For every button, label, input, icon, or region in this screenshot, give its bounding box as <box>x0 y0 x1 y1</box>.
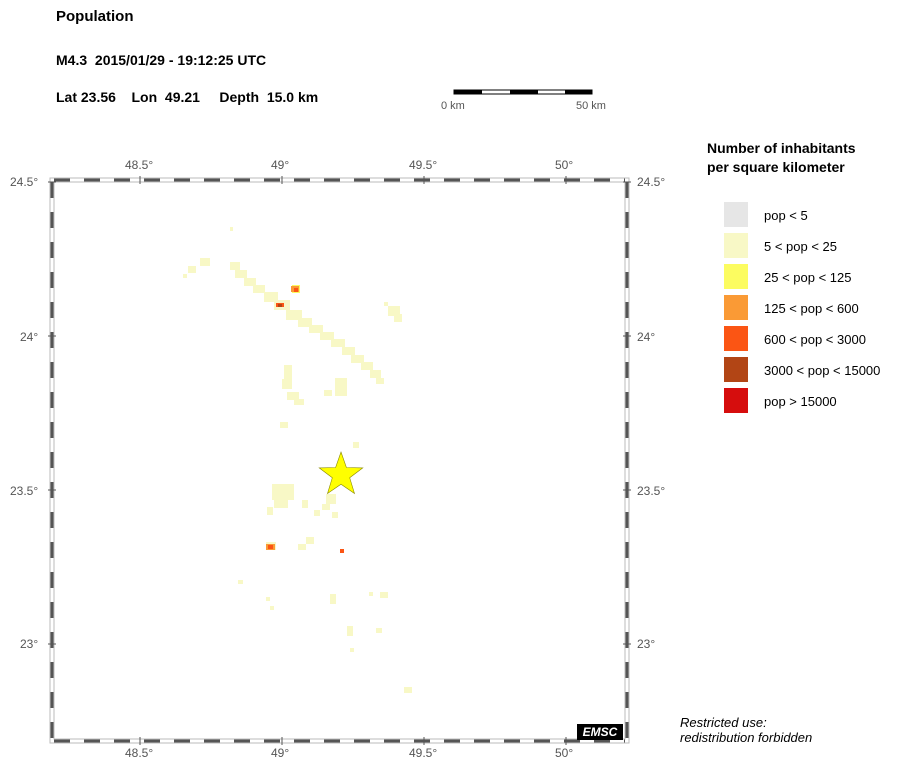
lat-tick-right: 23.5° <box>637 484 666 498</box>
legend-swatch <box>724 326 748 351</box>
lat-tick-right: 23° <box>637 637 656 651</box>
lat-tick-left: 24.5° <box>10 175 39 189</box>
lon-tick-bottom: 49.5° <box>409 746 438 760</box>
legend-label: pop < 5 <box>764 208 808 223</box>
restricted-line1: Restricted use: <box>680 715 767 730</box>
restricted-line2: redistribution forbidden <box>680 730 813 745</box>
legend-label: 125 < pop < 600 <box>764 301 859 316</box>
restricted-use-note: Restricted use: redistribution forbidden <box>680 715 812 745</box>
lon-tick-top: 48.5° <box>125 158 154 172</box>
legend-swatch <box>724 202 748 227</box>
legend-swatch <box>724 264 748 289</box>
legend-title-line2: per square kilometer <box>707 159 845 175</box>
scale-start-label: 0 km <box>441 100 465 112</box>
lat-tick-left: 24° <box>20 330 39 344</box>
event-location: Lat 23.56 Lon 49.21 Depth 15.0 km <box>56 89 319 105</box>
legend-title-line1: Number of inhabitants <box>707 140 856 156</box>
scale-end-label: 50 km <box>576 100 606 112</box>
lat-tick-right: 24.5° <box>637 175 666 189</box>
lat-tick-right: 24° <box>637 330 656 344</box>
legend-label: 600 < pop < 3000 <box>764 332 866 347</box>
scale-bar <box>453 89 593 95</box>
legend-label: 25 < pop < 125 <box>764 270 852 285</box>
map-frame <box>48 176 631 745</box>
lat-tick-left: 23° <box>20 637 39 651</box>
legend-label: 5 < pop < 25 <box>764 239 838 254</box>
legend-swatch <box>724 357 748 382</box>
lon-tick-top: 50° <box>555 158 574 172</box>
population-high-density-areas <box>266 285 344 553</box>
legend-swatch <box>724 233 748 258</box>
epicenter-star-icon <box>318 451 364 495</box>
lon-tick-bottom: 50° <box>555 746 574 760</box>
lon-tick-top: 49° <box>271 158 290 172</box>
lon-tick-bottom: 49° <box>271 746 290 760</box>
legend-swatch <box>724 388 748 413</box>
legend-label: 3000 < pop < 15000 <box>764 363 881 378</box>
population-low-density-areas <box>183 227 412 693</box>
event-summary: M4.3 2015/01/29 - 19:12:25 UTC <box>56 52 267 68</box>
page-title: Population <box>56 8 134 25</box>
map-canvas <box>48 176 631 745</box>
lat-tick-left: 23.5° <box>10 484 39 498</box>
lon-tick-top: 49.5° <box>409 158 438 172</box>
lon-tick-bottom: 48.5° <box>125 746 154 760</box>
emsc-logo: EMSC <box>577 724 623 740</box>
legend-title: Number of inhabitants per square kilomet… <box>707 139 856 177</box>
legend-swatch <box>724 295 748 320</box>
legend-label: pop > 15000 <box>764 394 837 409</box>
